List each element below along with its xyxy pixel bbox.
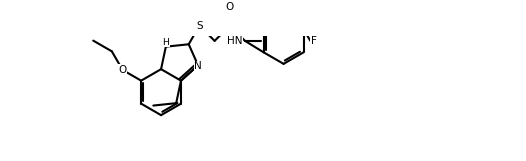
Text: O: O — [118, 65, 127, 75]
Text: S: S — [196, 21, 203, 31]
Text: HN: HN — [227, 36, 242, 46]
Text: O: O — [226, 1, 234, 12]
Text: F: F — [310, 36, 317, 46]
Text: N: N — [194, 61, 202, 71]
Text: H: H — [163, 38, 169, 47]
